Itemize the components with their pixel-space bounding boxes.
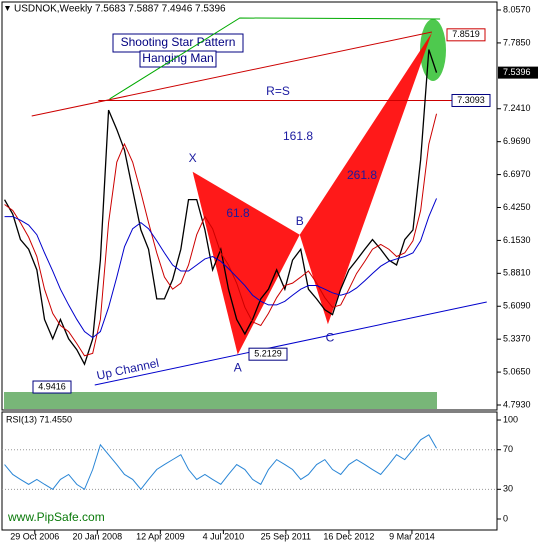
y-tick-label: 5.0650 (503, 366, 531, 376)
price-label: 5.2129 (254, 349, 282, 359)
trendline (94, 301, 487, 386)
rsi-tick-label: 0 (503, 513, 508, 523)
y-tick-label: 6.4250 (503, 202, 531, 212)
price-label: 7.8519 (452, 29, 480, 39)
last-price-box (498, 66, 538, 79)
trendline (109, 17, 441, 100)
price-label-box (451, 93, 491, 107)
price-label-box (446, 28, 486, 42)
x-tick-label: 4 Jul 2010 (203, 531, 245, 541)
y-tick-label: 5.3370 (503, 334, 531, 344)
price-label: 4.9416 (38, 381, 66, 391)
price-line (4, 198, 437, 339)
highlight (420, 19, 446, 81)
y-tick-label: 5.8810 (503, 268, 531, 278)
rsi-panel (1, 411, 498, 531)
x-tick-label: 25 Sep 2011 (261, 531, 311, 541)
chart-title: USDNOK,Weekly 7.5683 7.5887 7.4946 7.539… (14, 4, 226, 15)
pattern-label: A (234, 361, 242, 375)
title-icon (5, 6, 10, 11)
price-line (4, 113, 438, 357)
watermark: www.PipSafe.com (7, 510, 105, 524)
x-tick-label: 9 Mar 2014 (389, 531, 435, 541)
y-tick-label: 8.0570 (503, 4, 531, 14)
pattern-label: C (326, 330, 335, 344)
y-tick-label: 5.6090 (503, 301, 531, 311)
pattern-label: X (189, 151, 197, 165)
x-tick-label: 12 Apr 2009 (136, 531, 185, 541)
price-label-box (248, 347, 288, 361)
price-label: 7.3093 (457, 95, 485, 105)
annotation-box (139, 50, 217, 68)
rsi-title: RSI(13) 71.4550 (6, 414, 72, 424)
annotation: 61.8 (226, 206, 250, 220)
price-line (3, 49, 438, 366)
rsi-tick-label: 100 (503, 414, 518, 424)
y-tick-label: 6.1530 (503, 235, 531, 245)
trendline (31, 31, 433, 117)
x-tick-label: 29 Oct 2006 (10, 531, 59, 541)
pattern-triangle (192, 171, 300, 355)
pattern-triangle (299, 32, 432, 325)
last-price-label: 7.5396 (503, 67, 531, 77)
pattern-label: B (296, 214, 304, 228)
volume-strip (4, 392, 437, 409)
annotation: Hanging Man (142, 51, 213, 65)
y-tick-label: 6.6970 (503, 169, 531, 179)
annotation: R=S (266, 84, 290, 98)
rsi-tick-label: 30 (503, 484, 513, 494)
rsi-line (4, 434, 437, 491)
price-panel (1, 1, 498, 411)
price-label-box (32, 380, 72, 394)
annotation: 161.8 (283, 129, 313, 143)
annotation: 261.8 (347, 168, 377, 182)
y-tick-label: 6.9690 (503, 136, 531, 146)
annotation: Shooting Star Pattern (121, 35, 236, 49)
y-tick-label: 7.2410 (503, 103, 531, 113)
x-tick-label: 20 Jan 2008 (73, 531, 123, 541)
rsi-tick-label: 70 (503, 444, 513, 454)
y-tick-label: 4.7930 (503, 399, 531, 409)
x-tick-label: 16 Dec 2012 (323, 531, 374, 541)
y-tick-label: 7.7850 (503, 37, 531, 47)
